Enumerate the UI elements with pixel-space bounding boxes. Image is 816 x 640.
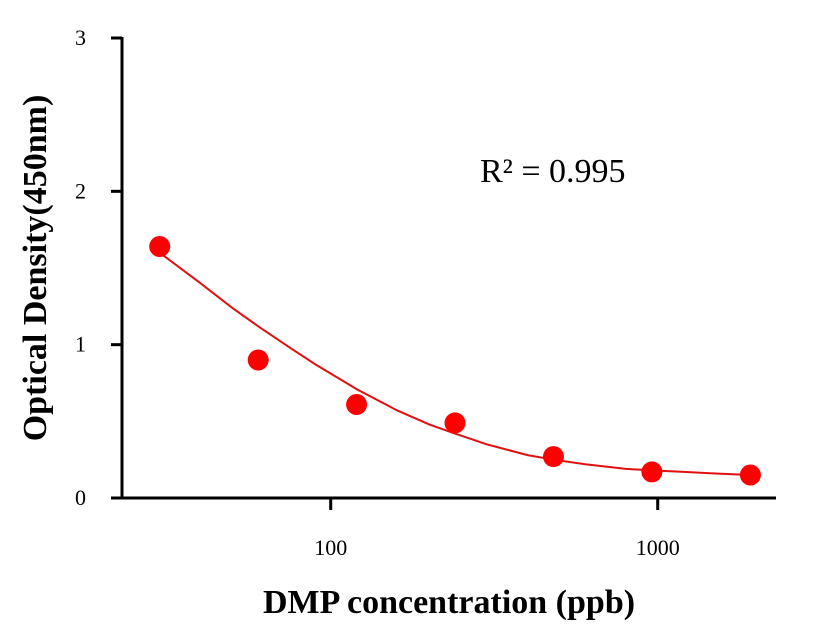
r-squared-annotation: R² = 0.995	[480, 153, 626, 190]
data-point	[543, 446, 564, 468]
data-point	[641, 461, 663, 483]
data-point	[346, 394, 368, 415]
y-tick-label: 1	[75, 332, 86, 357]
y-tick-label: 0	[75, 485, 86, 510]
x-tick-label: 100	[314, 535, 347, 560]
points-layer	[149, 236, 761, 486]
x-axis-title: DMP concentration (ppb)	[263, 584, 635, 621]
data-point	[739, 464, 761, 486]
axes: 0 1 2 3 100 1000	[75, 25, 776, 560]
data-point	[149, 236, 171, 257]
fit-curve	[159, 251, 751, 476]
y-axis-title: Optical Density(450nm)	[17, 95, 54, 442]
fit-layer	[159, 251, 751, 476]
data-point	[247, 349, 269, 371]
y-tick-label: 3	[75, 25, 86, 50]
y-tick-label: 2	[75, 178, 86, 203]
x-tick-label: 1000	[636, 535, 680, 560]
data-point	[444, 412, 466, 434]
